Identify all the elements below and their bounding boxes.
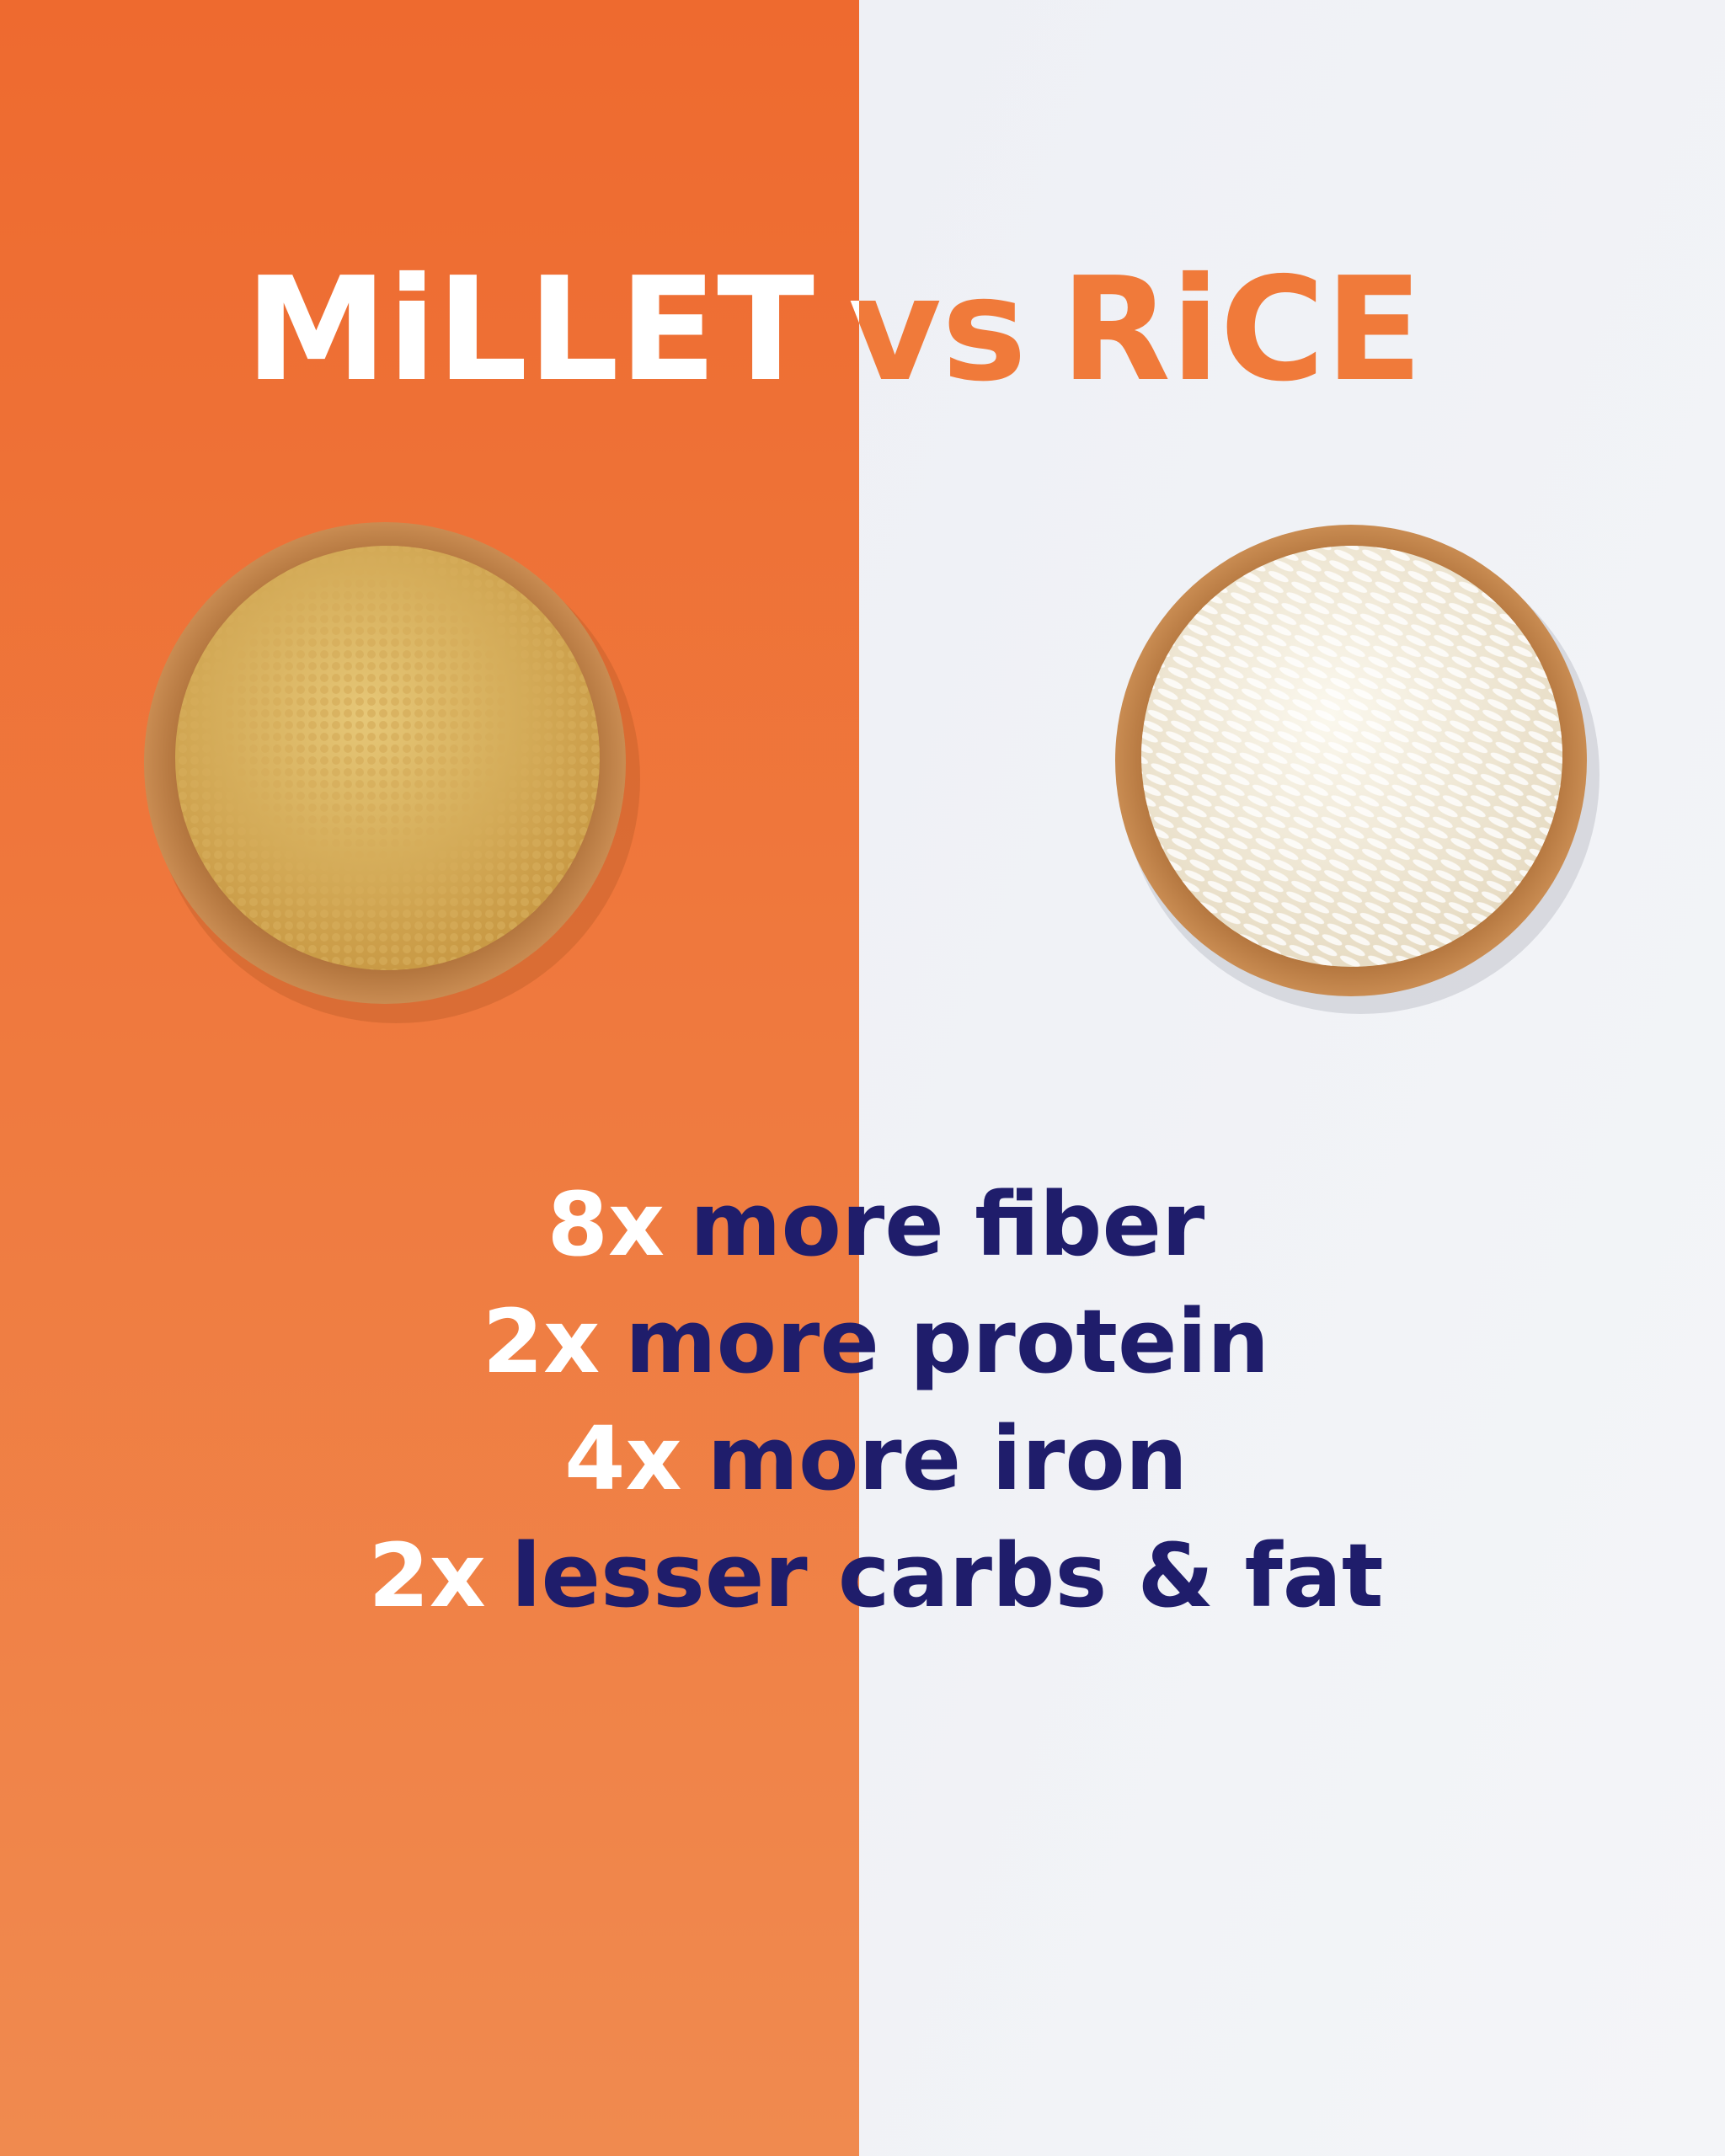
comparison-line: 2x lesser carbs & fat — [368, 1524, 1383, 1627]
comparison-text: more protein — [625, 1290, 1269, 1393]
comparison-factor: 2x — [368, 1524, 485, 1627]
title-vs: vs — [848, 247, 1027, 414]
comparison-line: 4x more iron — [564, 1407, 1188, 1510]
title-rice: RiCE — [1060, 247, 1423, 414]
comparison-line: 2x more protein — [483, 1290, 1269, 1393]
comparison-factor: 8x — [547, 1173, 665, 1276]
comparison-text: lesser carbs & fat — [511, 1524, 1384, 1627]
left-background — [0, 0, 859, 2156]
comparison-factor: 2x — [483, 1290, 600, 1393]
millet-bowl — [144, 522, 640, 1023]
title-millet: MiLLET — [245, 247, 814, 414]
comparison-line: 8x more fiber — [547, 1173, 1205, 1276]
comparison-factor: 4x — [564, 1407, 681, 1510]
title: MiLLET vs RiCE — [245, 247, 1423, 414]
rice-bowl — [1115, 525, 1599, 1014]
comparison-text: more iron — [708, 1407, 1188, 1510]
right-background — [859, 0, 1725, 2156]
comparison-text: more fiber — [690, 1173, 1204, 1276]
